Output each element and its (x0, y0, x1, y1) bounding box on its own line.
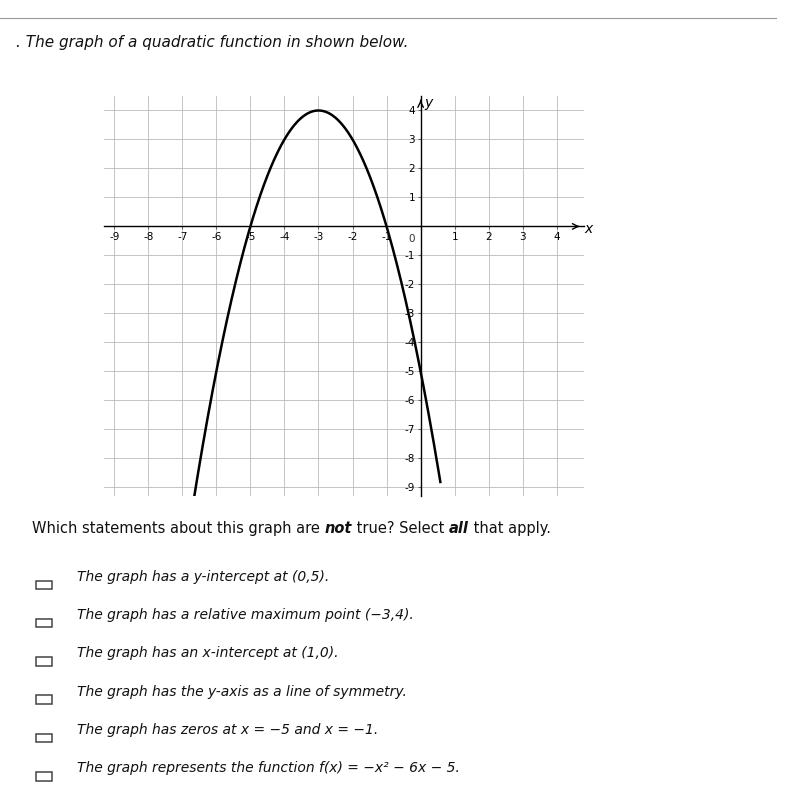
Text: 0: 0 (408, 234, 414, 244)
Text: not: not (325, 521, 352, 536)
Bar (36, 581, 52, 589)
Text: The graph has zeros at x = −5 and x = −1.: The graph has zeros at x = −5 and x = −1… (77, 723, 378, 737)
Bar (36, 772, 52, 781)
Text: true? Select: true? Select (352, 521, 449, 536)
Bar (36, 657, 52, 666)
Text: Which statements about this graph are: Which statements about this graph are (32, 521, 325, 536)
Bar (36, 695, 52, 704)
Text: . The graph of a quadratic function in shown below.: . The graph of a quadratic function in s… (16, 35, 409, 50)
Bar (36, 619, 52, 627)
Text: The graph has the y-axis as a line of symmetry.: The graph has the y-axis as a line of sy… (77, 685, 406, 698)
Text: y: y (425, 96, 433, 110)
Text: all: all (449, 521, 469, 536)
Text: The graph has a y-intercept at (0,5).: The graph has a y-intercept at (0,5). (77, 570, 329, 584)
Text: The graph has an x-intercept at (1,0).: The graph has an x-intercept at (1,0). (77, 646, 338, 660)
Text: that apply.: that apply. (469, 521, 550, 536)
Bar (36, 734, 52, 742)
Text: x: x (585, 222, 593, 236)
Text: The graph represents the function f(x) = −x² − 6x − 5.: The graph represents the function f(x) =… (77, 761, 459, 775)
Text: The graph has a relative maximum point (−3,4).: The graph has a relative maximum point (… (77, 608, 414, 622)
